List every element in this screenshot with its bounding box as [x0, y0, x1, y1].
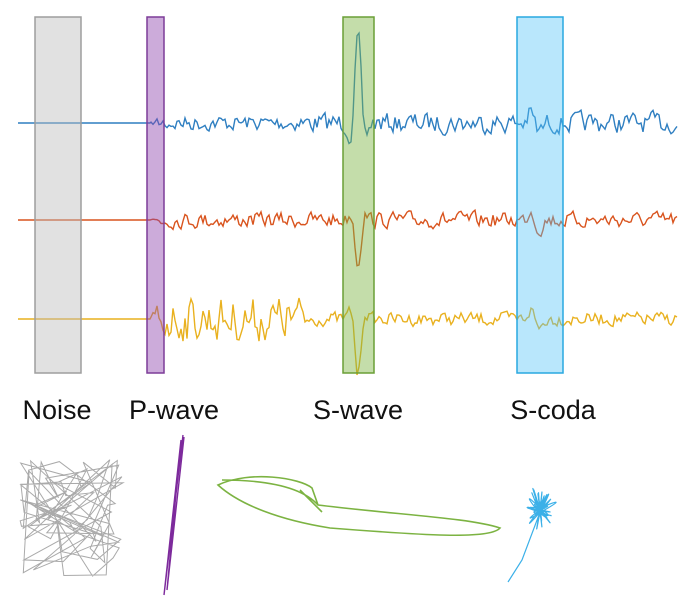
window-label: Noise	[22, 395, 91, 425]
particle-motions	[19, 434, 557, 596]
noise-motion	[19, 459, 125, 577]
waveform	[18, 31, 678, 145]
s-coda-window	[516, 16, 564, 374]
s-wave-window	[342, 16, 375, 374]
window-label: S-wave	[313, 395, 403, 425]
window-label: S-coda	[510, 395, 597, 425]
waveform	[18, 208, 678, 267]
p-wave-window	[146, 16, 165, 374]
noise-window	[34, 16, 82, 374]
s-coda-motion	[507, 487, 557, 583]
time-windows	[34, 16, 564, 374]
waveform	[18, 296, 678, 376]
waveforms	[18, 31, 678, 376]
window-label: P-wave	[129, 395, 219, 425]
s-wave-motion	[216, 475, 502, 537]
p-wave-motion	[163, 434, 185, 596]
